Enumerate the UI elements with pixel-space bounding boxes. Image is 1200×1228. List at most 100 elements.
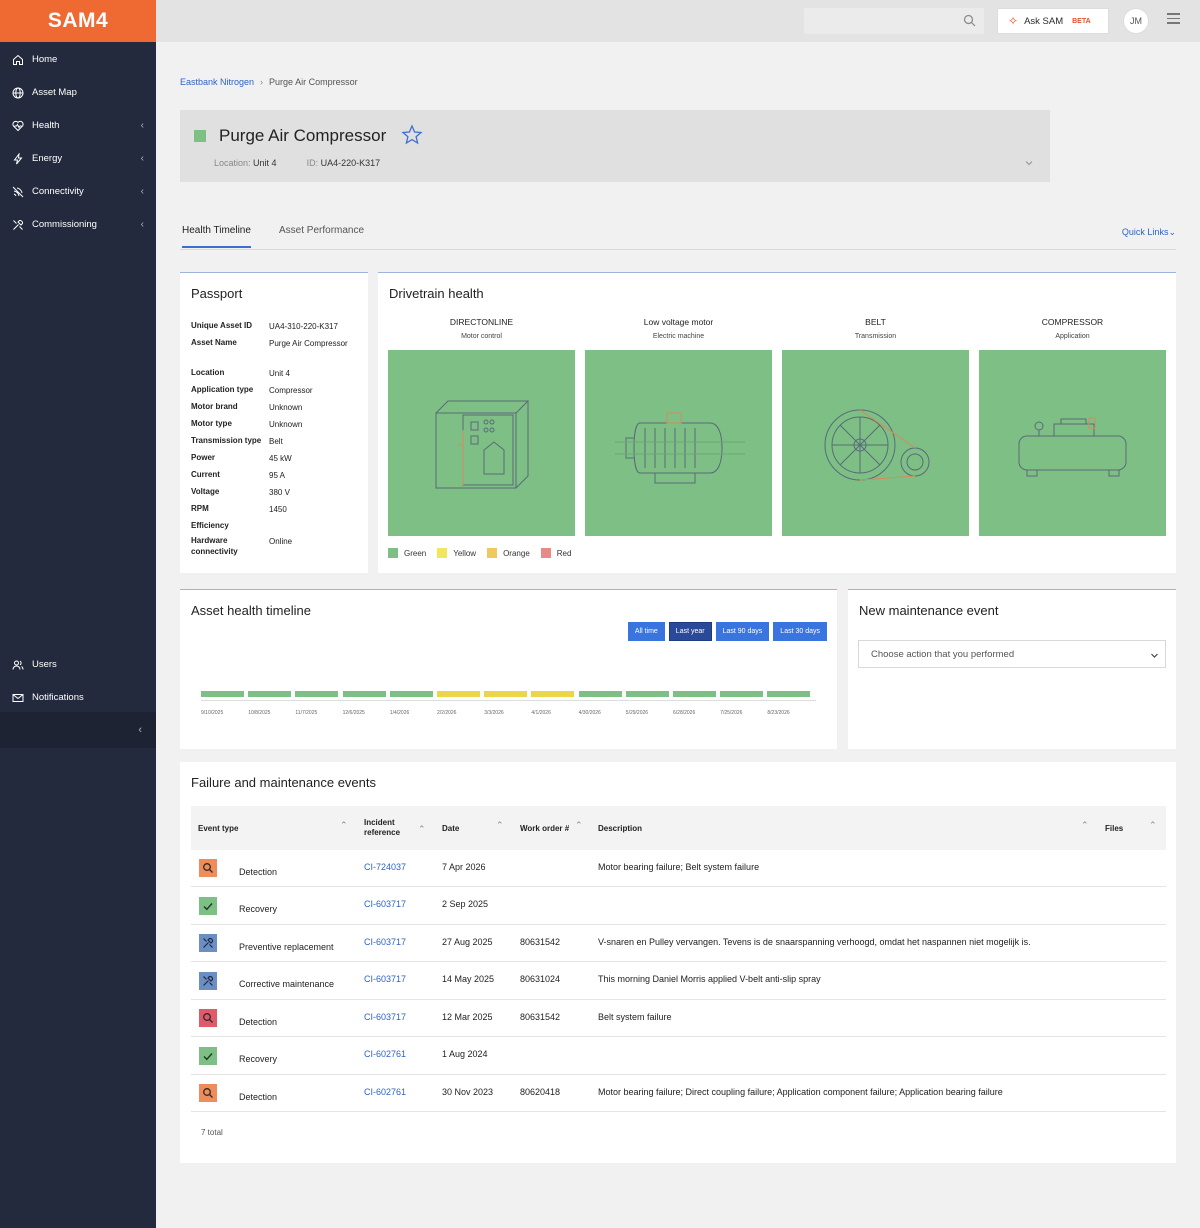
search-input[interactable]	[804, 8, 984, 34]
column-description[interactable]: Description	[598, 823, 643, 833]
incident-link[interactable]: CI-603717	[364, 974, 407, 984]
star-icon[interactable]	[401, 124, 423, 146]
drivetrain-component-belt[interactable]: BELT Transmission	[782, 317, 969, 536]
passport-key: Asset Name	[191, 338, 237, 347]
search-icon	[199, 859, 217, 877]
timeline-segment[interactable]	[673, 691, 716, 697]
sidebar-item-energy[interactable]: Energy ‹	[0, 142, 156, 175]
sidebar-item-connectivity[interactable]: Connectivity ‹	[0, 175, 156, 208]
sort-icon[interactable]: ⌃	[1149, 820, 1157, 830]
passport-key: Motor brand	[191, 402, 238, 411]
range-last-year-button[interactable]: Last year	[668, 622, 712, 641]
health-timeline-title: Asset health timeline	[191, 603, 311, 618]
timeline-segment[interactable]	[625, 691, 669, 697]
drivetrain-component-motor[interactable]: Low voltage motor Electric machine	[585, 317, 772, 536]
description-cell: Motor bearing failure; Belt system failu…	[598, 861, 760, 872]
compressor-illustration	[979, 350, 1166, 536]
sidebar-item-label: Users	[32, 659, 57, 670]
date-cell: 27 Aug 2025	[442, 936, 493, 947]
timeline-segment[interactable]	[295, 691, 339, 697]
avatar[interactable]: JM	[1123, 8, 1149, 34]
beta-badge: BETA	[1072, 17, 1091, 25]
range-all-time-button[interactable]: All time	[627, 622, 665, 641]
sort-icon[interactable]: ⌃	[340, 820, 348, 830]
chevron-down-icon[interactable]	[1024, 158, 1034, 168]
passport-value: Unknown	[269, 403, 303, 412]
maintenance-action-select[interactable]: Choose action that you performed	[858, 640, 1166, 668]
drivetrain-component-compressor[interactable]: COMPRESSOR Application	[979, 317, 1166, 536]
table-row[interactable]: Recovery CI-602761 1 Aug 2024	[191, 1038, 1166, 1075]
sidebar-item-home[interactable]: Home	[0, 43, 156, 76]
sidebar-item-label: Notifications	[32, 692, 84, 703]
timeline-segment[interactable]	[531, 691, 575, 697]
sort-icon[interactable]: ⌃	[1081, 820, 1089, 830]
ask-sam-button[interactable]: ✧ Ask SAM BETA	[997, 8, 1109, 34]
breadcrumb-parent-link[interactable]: Eastbank Nitrogen	[180, 77, 255, 87]
timeline-segment[interactable]	[578, 691, 622, 697]
timeline-segment[interactable]	[201, 691, 244, 697]
date-cell: 1 Aug 2024	[442, 1049, 488, 1059]
incident-link[interactable]: CI-724037	[364, 861, 407, 872]
passport-value: Compressor	[269, 386, 313, 395]
tab-asset-performance[interactable]: Asset Performance	[279, 225, 365, 236]
tab-health-timeline[interactable]: Health Timeline	[182, 225, 251, 248]
table-row[interactable]: Detection CI-724037 7 Apr 2026 Motor bearin…	[191, 850, 1166, 887]
passport-value: 1450	[269, 505, 287, 514]
events-table-header: Event type ⌃ Incident reference ⌃ Date ⌃…	[191, 806, 1166, 850]
timeline-segment[interactable]	[389, 691, 433, 697]
table-row[interactable]: Detection CI-602761 30 Nov 2023 80620418 Mot…	[191, 1075, 1166, 1112]
passport-key: Location	[191, 368, 225, 377]
table-row[interactable]: Recovery CI-603717 2 Sep 2025	[191, 888, 1166, 925]
timeline-axis	[201, 700, 816, 701]
sidebar-item-commissioning[interactable]: Commissioning ‹	[0, 208, 156, 241]
sort-icon[interactable]: ⌃	[418, 824, 426, 834]
passport-title: Passport	[191, 286, 243, 301]
passport-key: Current	[191, 470, 220, 479]
timeline-segment[interactable]	[720, 691, 764, 697]
timeline-segment[interactable]	[437, 691, 480, 697]
timeline-segment[interactable]	[342, 691, 386, 697]
passport-value: 380 V	[269, 488, 290, 497]
menu-icon[interactable]	[1167, 13, 1180, 27]
event-type-cell: Recovery	[239, 904, 278, 914]
events-total: 7 total	[201, 1128, 223, 1137]
timeline-segment[interactable]	[484, 691, 528, 697]
sort-icon[interactable]: ⌃	[496, 820, 504, 830]
sidebar-collapse-button[interactable]: ‹	[0, 712, 156, 748]
sidebar-item-notifications[interactable]: Notifications	[0, 681, 156, 714]
range-last-30-days-button[interactable]: Last 30 days	[773, 622, 827, 641]
drivetrain-title: Drivetrain health	[389, 286, 484, 301]
search-icon[interactable]	[963, 14, 976, 27]
timeline-segment[interactable]	[248, 691, 292, 697]
asset-meta: Location: Unit 4 ID: UA4-220-K317	[214, 158, 381, 168]
column-work-order[interactable]: Work order #	[520, 823, 570, 833]
passport-value: Unit 4	[269, 369, 290, 378]
sidebar-item-asset-map[interactable]: Asset Map	[0, 76, 156, 109]
incident-link[interactable]: CI-603717	[364, 899, 407, 909]
app-logo[interactable]: SAM4	[0, 0, 156, 42]
incident-link[interactable]: CI-603717	[364, 936, 407, 947]
quick-links-dropdown[interactable]: Quick Links⌄	[1121, 227, 1176, 237]
sidebar-item-users[interactable]: Users	[0, 648, 156, 681]
passport-key: Unique Asset ID	[191, 321, 253, 330]
column-incident-reference[interactable]: Incident reference	[364, 818, 401, 837]
table-row[interactable]: Corrective maintenance CI-603717 14 May 20…	[191, 963, 1166, 1000]
column-event-type[interactable]: Event type	[198, 823, 239, 833]
heart-icon	[12, 120, 24, 131]
sort-icon[interactable]: ⌃	[575, 820, 583, 830]
table-row[interactable]: Detection CI-603717 12 Mar 2025 80631542 Bel…	[191, 1000, 1166, 1037]
incident-link[interactable]: CI-603717	[364, 1011, 407, 1022]
column-date[interactable]: Date	[442, 823, 460, 833]
incident-link[interactable]: CI-602761	[364, 1086, 407, 1097]
passport-key: Power	[191, 453, 216, 462]
motor-control-illustration	[388, 350, 575, 536]
drivetrain-component-motor-control[interactable]: DIRECTONLINE Motor control	[388, 317, 575, 536]
range-last-90-days-button[interactable]: Last 90 days	[715, 622, 770, 641]
timeline-date-label: 8/23/2026	[767, 710, 790, 716]
sidebar-item-health[interactable]: Health ‹	[0, 109, 156, 142]
table-row[interactable]: Preventive replacement CI-603717 27 Aug 20…	[191, 925, 1166, 962]
incident-link[interactable]: CI-602761	[364, 1049, 407, 1059]
column-files[interactable]: Files	[1105, 823, 1124, 833]
sidebar-item-label: Health	[32, 120, 60, 131]
timeline-segment[interactable]	[767, 691, 811, 697]
